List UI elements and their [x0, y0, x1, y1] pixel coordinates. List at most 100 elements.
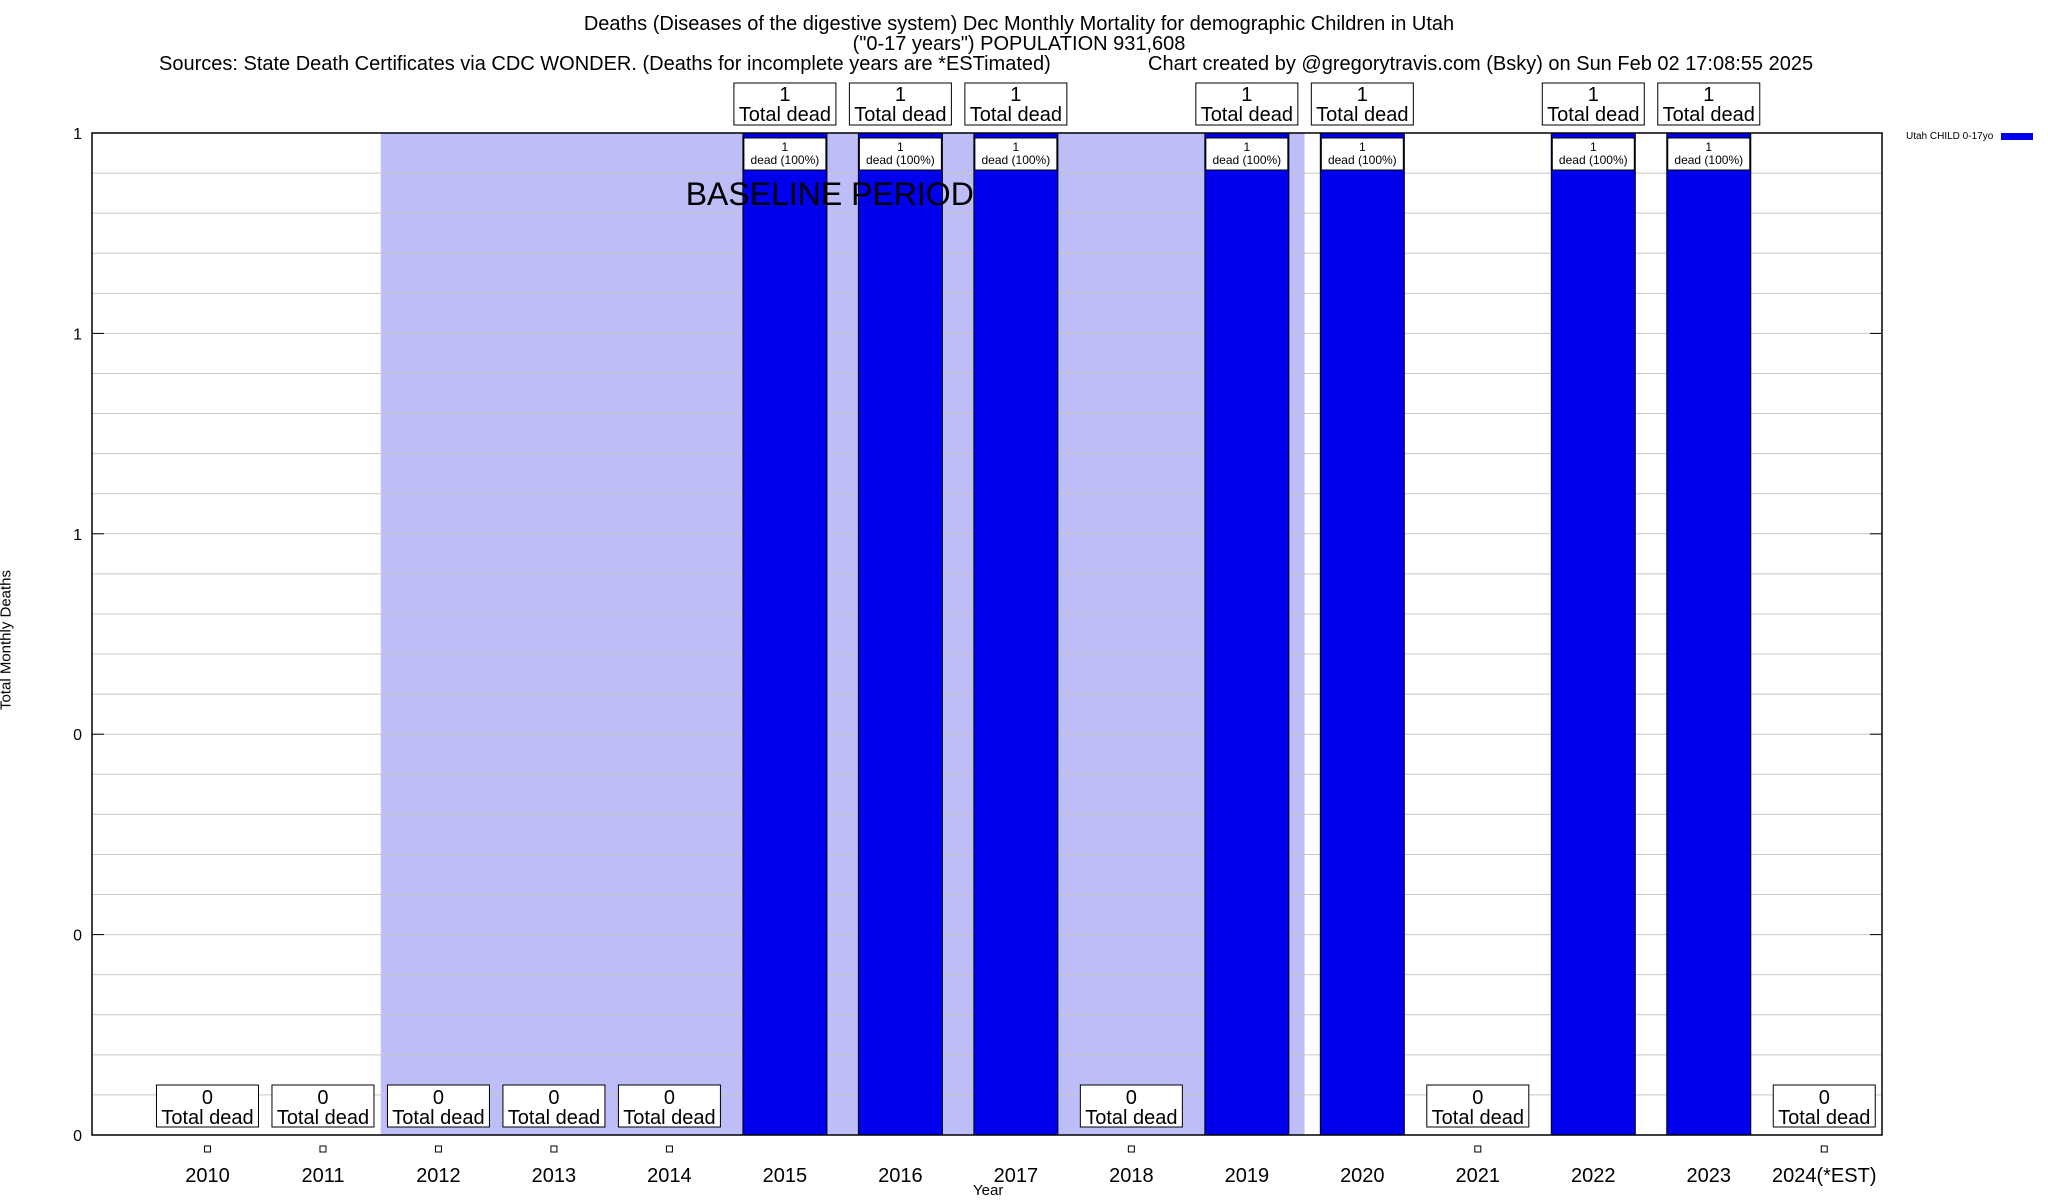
total-dead-label: Total dead	[739, 104, 831, 126]
total-dead-value: 1	[1357, 84, 1368, 106]
bar-inner-box	[1205, 137, 1289, 171]
total-dead-value: 1	[779, 84, 790, 106]
total-dead-label: Total dead	[1201, 104, 1293, 126]
chart-credit: Chart created by @gregorytravis.com (Bsk…	[1148, 53, 1814, 75]
total-dead-label: Total dead	[623, 1107, 715, 1129]
x-tick-label: 2012	[416, 1165, 461, 1187]
zero-marker	[319, 1145, 327, 1153]
total-dead-label: Total dead	[161, 1107, 253, 1129]
bar-inner-value: 1	[1590, 140, 1597, 154]
y-tick-label: 0	[73, 1128, 82, 1145]
bar-inner-box	[1320, 137, 1404, 171]
legend-swatch	[2001, 133, 2034, 140]
total-dead-box	[1310, 82, 1414, 126]
total-dead-box	[271, 1084, 375, 1128]
total-dead-label: Total dead	[1432, 1107, 1524, 1129]
bar-inner-label: dead (100%)	[751, 153, 820, 167]
total-dead-box	[1195, 82, 1299, 126]
total-dead-label: Total dead	[1778, 1107, 1870, 1129]
total-dead-label: Total dead	[392, 1107, 484, 1129]
x-tick-label: 2021	[1456, 1165, 1501, 1187]
bar-inner-value: 1	[1705, 140, 1712, 154]
total-dead-value: 1	[1010, 84, 1021, 106]
y-tick-label: 1	[73, 126, 82, 143]
baseline-period-shade	[380, 133, 1305, 1135]
bar-inner-label: dead (100%)	[1212, 153, 1281, 167]
x-tick-label: 2011	[301, 1165, 344, 1187]
y-tick-label: 0	[73, 727, 82, 744]
total-dead-label: Total dead	[970, 104, 1062, 126]
bar	[1204, 132, 1290, 1136]
total-dead-value: 0	[1819, 1087, 1830, 1109]
bar-inner-value: 1	[1243, 140, 1250, 154]
y-tick-label: 1	[73, 527, 82, 544]
plot-frame	[91, 132, 1883, 1136]
total-dead-value: 0	[202, 1087, 213, 1109]
total-dead-value: 0	[664, 1087, 675, 1109]
total-dead-value: 1	[1588, 84, 1599, 106]
y-tick-label: 1	[73, 326, 82, 343]
bar-inner-box	[743, 137, 827, 171]
x-tick-label: 2016	[878, 1165, 923, 1187]
total-dead-box	[1657, 82, 1761, 126]
total-dead-value: 0	[433, 1087, 444, 1109]
total-dead-box	[617, 1084, 721, 1128]
x-tick-label: 2015	[763, 1165, 808, 1187]
bar	[1666, 132, 1752, 1136]
total-dead-box	[386, 1084, 490, 1128]
total-dead-value: 0	[317, 1087, 328, 1109]
total-dead-label: Total dead	[854, 104, 946, 126]
total-dead-value: 0	[548, 1087, 559, 1109]
baseline-period-label: BASELINE PERIOD	[686, 176, 974, 212]
total-dead-value: 0	[1126, 1087, 1137, 1109]
zero-marker	[1474, 1145, 1482, 1153]
total-dead-box	[1541, 82, 1645, 126]
chart-title: Deaths (Diseases of the digestive system…	[583, 13, 1455, 35]
total-dead-label: Total dead	[1085, 1107, 1177, 1129]
x-tick-label: 2014	[647, 1165, 692, 1187]
x-tick-label: 2022	[1571, 1165, 1616, 1187]
total-dead-label: Total dead	[1547, 104, 1639, 126]
total-dead-box	[848, 82, 952, 126]
total-dead-box	[1426, 1084, 1530, 1128]
total-dead-label: Total dead	[1663, 104, 1755, 126]
bar-inner-box	[858, 137, 942, 171]
total-dead-value: 0	[1472, 1087, 1483, 1109]
bar-inner-label: dead (100%)	[866, 153, 935, 167]
total-dead-box	[964, 82, 1068, 126]
bar	[973, 132, 1059, 1136]
total-dead-box	[502, 1084, 606, 1128]
total-dead-value: 1	[1703, 84, 1714, 106]
zero-marker	[1820, 1145, 1828, 1153]
chart-subtitle: ("0-17 years") POPULATION 931,608	[852, 33, 1186, 55]
total-dead-value: 1	[1241, 84, 1252, 106]
x-tick-label: 2013	[532, 1165, 577, 1187]
bar	[857, 132, 943, 1136]
bar-inner-value: 1	[1013, 140, 1020, 154]
zero-marker	[665, 1145, 673, 1153]
bar	[1550, 132, 1636, 1136]
bar-inner-label: dead (100%)	[982, 153, 1051, 167]
total-dead-label: Total dead	[1316, 104, 1408, 126]
bar-inner-label: dead (100%)	[1559, 153, 1628, 167]
bar-inner-value: 1	[1359, 140, 1366, 154]
bar-inner-label: dead (100%)	[1328, 153, 1397, 167]
bar-inner-box	[1667, 137, 1751, 171]
x-tick-label: 2010	[185, 1165, 230, 1187]
bar-inner-label: dead (100%)	[1674, 153, 1743, 167]
x-tick-label: 2024(*EST)	[1772, 1165, 1877, 1187]
total-dead-box	[1079, 1084, 1183, 1128]
bar	[742, 132, 828, 1136]
x-tick-label: 2019	[1225, 1165, 1270, 1187]
x-tick-label: 2018	[1109, 1165, 1154, 1187]
x-tick-label: 2017	[994, 1165, 1039, 1187]
bar-inner-value: 1	[897, 140, 904, 154]
total-dead-label: Total dead	[277, 1107, 369, 1129]
total-dead-box	[1772, 1084, 1876, 1128]
zero-marker	[203, 1145, 211, 1153]
bar-inner-value: 1	[782, 140, 789, 154]
legend-label: Utah CHILD 0-17yo	[1906, 131, 1994, 142]
zero-marker	[1127, 1145, 1135, 1153]
zero-marker	[550, 1145, 558, 1153]
